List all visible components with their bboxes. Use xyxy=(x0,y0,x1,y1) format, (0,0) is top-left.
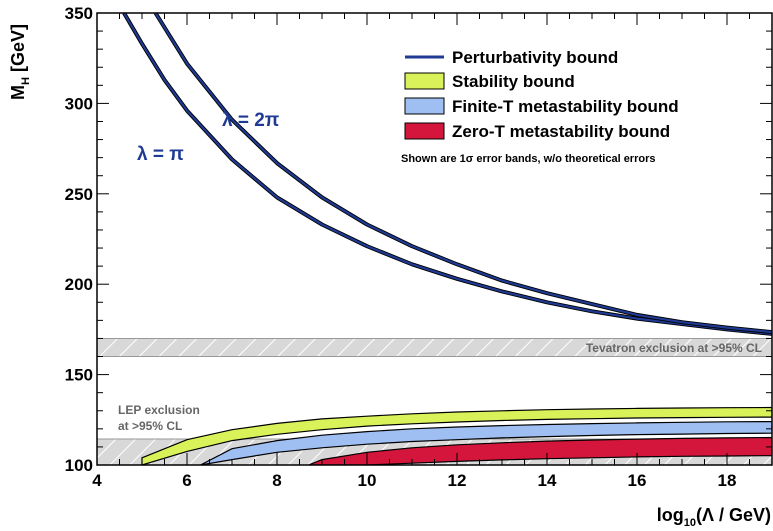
x-tick-label: 8 xyxy=(272,471,281,490)
x-tick-label: 10 xyxy=(358,471,377,490)
axes: 4 6 8 10 12 14 16 18 100 150 200 250 300 350 xyxy=(65,4,773,490)
y-tick-label: 200 xyxy=(65,275,93,294)
y-tick-label: 100 xyxy=(65,456,93,475)
x-axis-title: log10(Λ / GeV) xyxy=(657,505,771,529)
legend-label-perturbativity: Perturbativity bound xyxy=(452,48,618,67)
x-tick-label: 18 xyxy=(718,471,737,490)
legend-swatch-stability xyxy=(404,72,445,90)
band-zero-t-metastability-bound xyxy=(308,436,772,465)
y-tick-label: 250 xyxy=(65,185,93,204)
curve-label-lambda-pi: λ = π xyxy=(137,144,184,165)
curve-outline-pi xyxy=(122,13,772,336)
x-tick-label: 4 xyxy=(92,471,102,490)
lep-exclusion-label-line2: at >95% CL xyxy=(118,419,182,433)
y-tick-label: 150 xyxy=(65,366,93,385)
curve-pi xyxy=(123,13,772,335)
curve-label-lambda-2pi: λ = 2π xyxy=(222,110,280,131)
x-tick-label: 16 xyxy=(628,471,647,490)
x-tick-label: 14 xyxy=(538,471,557,490)
y-tick-label: 350 xyxy=(65,4,93,23)
legend: Perturbativity bound Stability bound Fin… xyxy=(401,48,679,165)
curve-2pi xyxy=(154,13,772,334)
x-tick-label: 6 xyxy=(182,471,191,490)
lep-exclusion-label-line1: LEP exclusion xyxy=(118,403,200,417)
tevatron-exclusion-label: Tevatron exclusion at >95% CL xyxy=(586,341,762,355)
tevatron-exclusion-region xyxy=(97,338,772,357)
bound-bands xyxy=(141,406,772,465)
y-axis-title: MH [GeV] xyxy=(8,24,32,100)
y-tick-label: 300 xyxy=(65,94,93,113)
legend-label-zero-t: Zero-T metastability bound xyxy=(452,122,670,141)
perturbativity-curves xyxy=(122,13,772,336)
band-finite-t-metastability-bound xyxy=(200,420,772,465)
legend-swatch-zero-t xyxy=(404,122,445,140)
legend-note: Shown are 1σ error bands, w/o theoretica… xyxy=(401,153,656,165)
x-tick-label: 12 xyxy=(448,471,467,490)
legend-label-stability: Stability bound xyxy=(452,72,575,91)
legend-swatch-finite-t xyxy=(404,97,445,115)
band-stability-bound xyxy=(141,406,772,465)
legend-label-finite-t: Finite-T metastability bound xyxy=(452,97,679,116)
